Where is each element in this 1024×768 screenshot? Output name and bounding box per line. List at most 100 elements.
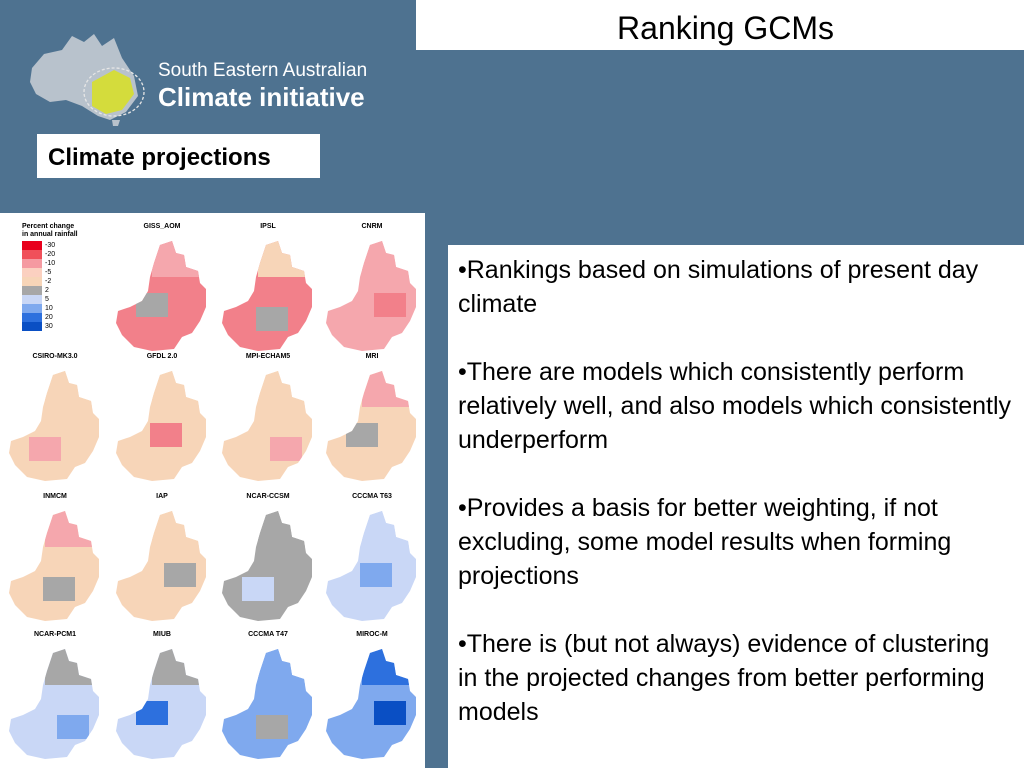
legend-label: 10 [45,305,53,312]
legend-label: 2 [45,287,49,294]
model-name: MIUB [153,631,171,638]
legend-swatch [22,295,42,304]
legend-entry: 10 [22,304,78,313]
model-name: MIROC-M [356,631,388,638]
model-maps-panel: Percent change in annual rainfall -30 -20… [0,213,425,768]
region-north [152,241,206,277]
bullet-1: •Rankings based on simulations of presen… [458,256,979,318]
rainfall-map [9,371,99,481]
rainfall-map [222,649,312,759]
model-name: CNRM [361,223,383,230]
model-name: CCCMA T47 [248,631,288,638]
legend-label: 20 [45,314,53,321]
region-north [258,371,312,407]
rainfall-map [326,511,416,621]
model-map: MRI [322,353,422,489]
region-north [362,511,416,547]
model-map: INMCM [5,493,105,629]
section-label: Climate projections [48,144,271,171]
rainfall-map [222,511,312,621]
region-north [152,371,206,407]
model-map: CNRM [322,223,422,359]
rainfall-map [326,371,416,481]
model-map: NCAR-PCM1 [5,631,105,767]
region-patch [57,715,89,739]
legend-entry: -20 [22,250,78,259]
model-name: NCAR-CCSM [246,493,290,500]
legend-label: -30 [45,242,56,249]
model-name: GISS_AOM [143,223,181,230]
model-map: IAP [112,493,212,629]
bullet-2: •There are models which consistently per… [458,358,1012,454]
region-north [45,511,99,547]
region-patch [256,307,288,331]
region-patch [43,577,75,601]
region-patch [270,437,302,461]
logo-line-1: South Eastern Australian [158,60,368,81]
model-name: IAP [156,493,168,500]
region-patch [256,715,288,739]
legend-label: -10 [45,260,56,267]
legend-swatch [22,268,42,277]
legend-entry: -10 [22,259,78,268]
legend-swatch [22,322,42,331]
model-map: IPSL [218,223,318,359]
model-name: IPSL [260,223,276,230]
legend-entry: 2 [22,286,78,295]
model-name: GFDL 2.0 [146,353,178,360]
region-north [152,649,206,685]
legend-entry: -30 [22,241,78,250]
region-patch [150,423,182,447]
model-name: MRI [365,353,379,360]
region-patch [136,293,168,317]
legend-swatch [22,313,42,322]
legend-label: 30 [45,323,53,330]
legend-entry: -2 [22,277,78,286]
legend-title-1: Percent change [22,223,75,230]
legend-swatch [22,241,42,250]
model-map: GISS_AOM [112,223,212,359]
legend-title-2: in annual rainfall [22,231,78,238]
legend-label: -20 [45,251,56,258]
region-north [362,371,416,407]
section-label-box: Climate projections [37,134,320,178]
model-map: GFDL 2.0 [112,353,212,489]
legend-label: -2 [45,278,52,285]
rainfall-map [9,649,99,759]
logo-line-2: Climate initiative [158,82,365,112]
model-map: NCAR-CCSM [218,493,318,629]
model-name: CSIRO-MK3.0 [32,353,78,360]
region-patch [242,577,274,601]
rainfall-legend: Percent change in annual rainfall -30 -20… [22,223,78,331]
region-north [362,649,416,685]
page-title: Ranking GCMs [617,10,834,46]
rainfall-map [9,511,99,621]
legend-label: 5 [45,296,49,303]
legend-swatch [22,259,42,268]
region-north [258,511,312,547]
model-map: MIUB [112,631,212,767]
rainfall-map [326,241,416,351]
rainfall-map [116,371,206,481]
australia-map-icon [30,34,145,126]
legend-entry: 20 [22,313,78,322]
rainfall-map [116,511,206,621]
region-patch [374,293,406,317]
legend-entry: 5 [22,295,78,304]
model-map: CCCMA T47 [218,631,318,767]
region-north [258,649,312,685]
model-name: CCCMA T63 [352,493,392,500]
region-north [258,241,312,277]
region-patch [136,701,168,725]
region-north [362,241,416,277]
model-map: CCCMA T63 [322,493,422,629]
region-patch [360,563,392,587]
region-patch [374,701,406,725]
model-name: INMCM [43,493,67,500]
rainfall-map [116,649,206,759]
rainfall-map [326,649,416,759]
bullet-3: •Provides a basis for better weighting, … [458,494,952,590]
region-north [45,371,99,407]
bullet-text-panel: •Rankings based on simulations of presen… [448,245,1024,768]
legend-entry: -5 [22,268,78,277]
